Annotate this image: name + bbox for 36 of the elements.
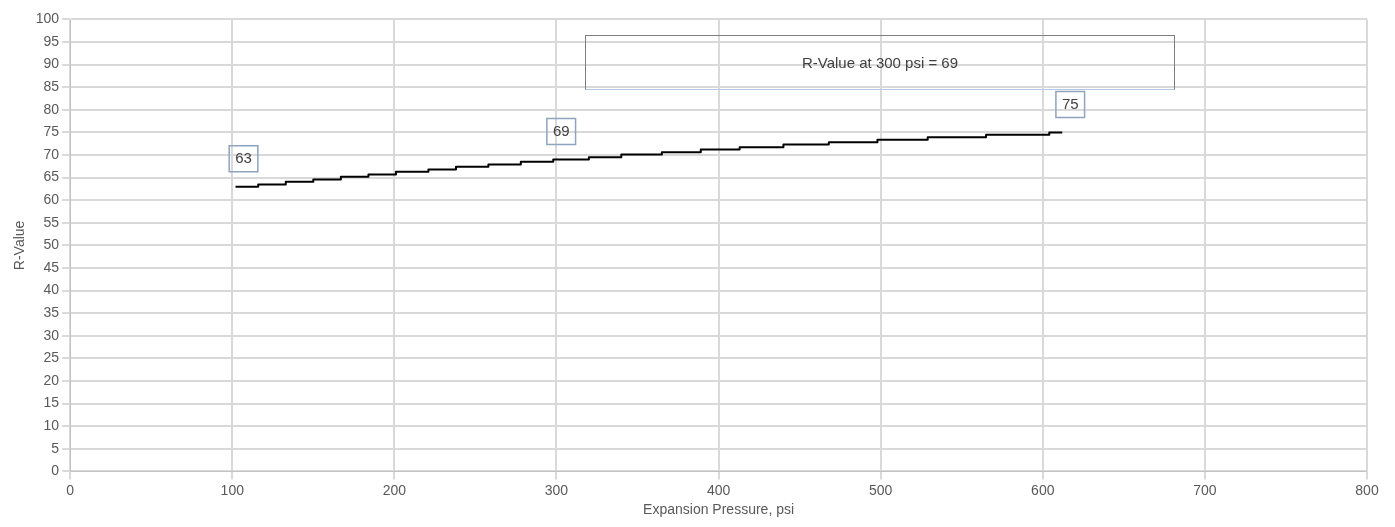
x-tick-label: 700 <box>1193 481 1217 498</box>
x-tick-label: 500 <box>869 481 893 498</box>
y-tick-label: 85 <box>43 78 60 95</box>
y-tick-label: 95 <box>43 32 60 49</box>
y-tick-label: 25 <box>43 349 60 366</box>
data-label: 75 <box>1061 94 1079 112</box>
x-tick-label: 800 <box>1355 481 1379 498</box>
y-axis-title: R-Value <box>11 220 28 271</box>
y-tick-label: 80 <box>43 100 60 117</box>
annotation: R-Value at 300 psi = 69 <box>585 35 1175 90</box>
y-tick-label: 60 <box>43 191 60 208</box>
x-tick-label: 0 <box>66 481 75 498</box>
y-tick-label: 75 <box>43 123 60 140</box>
y-tick-label: 35 <box>43 304 60 321</box>
y-tick-label: 30 <box>43 326 60 343</box>
y-tick-label: 20 <box>43 371 60 388</box>
x-tick-label: 400 <box>706 481 731 498</box>
y-tick-label: 100 <box>35 10 60 27</box>
y-tick-label: 0 <box>51 462 60 479</box>
y-tick-label: 45 <box>43 258 60 275</box>
y-tick-label: 90 <box>43 55 60 72</box>
x-tick-label: 100 <box>220 481 245 498</box>
data-label: 69 <box>552 121 570 139</box>
y-tick-label: 55 <box>43 213 60 230</box>
y-tick-label: 50 <box>43 236 60 253</box>
y-tick-label: 5 <box>51 439 60 456</box>
y-tick-label: 10 <box>43 417 60 434</box>
x-axis-title: Expansion Pressure, psi <box>643 501 795 518</box>
y-tick-label: 70 <box>43 145 60 162</box>
y-tick-label: 15 <box>43 394 60 411</box>
x-tick-label: 200 <box>382 481 407 498</box>
data-label: 63 <box>235 148 252 166</box>
x-tick-label: 300 <box>544 481 569 498</box>
y-tick-label: 40 <box>43 281 60 298</box>
x-tick-label: 600 <box>1031 481 1055 498</box>
y-tick-label: 65 <box>43 168 60 185</box>
